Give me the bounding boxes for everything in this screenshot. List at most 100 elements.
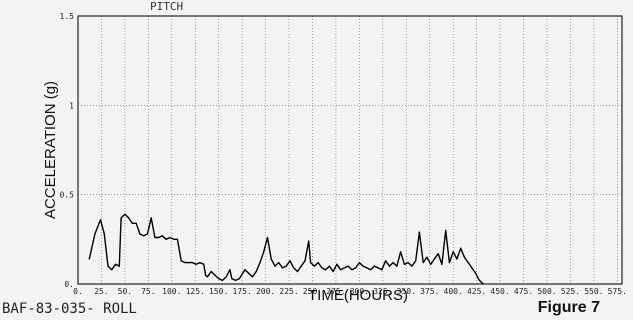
x-tick-label: 150. [209, 287, 228, 296]
x-tick-label: 575. [608, 287, 627, 296]
data-point [131, 222, 133, 224]
data-point [195, 263, 197, 265]
data-point [94, 233, 96, 235]
data-point [259, 261, 261, 264]
data-point [392, 261, 394, 264]
data-point [471, 267, 473, 269]
data-point [415, 260, 417, 262]
data-point [289, 260, 291, 262]
data-point [467, 261, 469, 264]
data-point [293, 267, 295, 269]
data-point [448, 261, 451, 264]
data-point [150, 217, 152, 219]
data-point [317, 261, 319, 264]
data-point [255, 270, 257, 273]
data-point [210, 270, 212, 273]
data-point [313, 265, 315, 267]
plot-frame [77, 15, 623, 285]
data-point [180, 260, 182, 262]
data-point [321, 267, 323, 269]
data-point [400, 251, 402, 253]
data-point [199, 261, 201, 264]
x-tick-label: 275. [326, 287, 345, 296]
data-point [188, 261, 190, 264]
data-point [310, 261, 312, 264]
data-point [441, 263, 443, 265]
x-tick-label: 525. [561, 287, 580, 296]
data-point [437, 253, 439, 255]
data-point [214, 274, 216, 276]
data-point [328, 265, 330, 267]
data-point [456, 258, 458, 260]
data-point [184, 261, 186, 264]
data-point [300, 265, 302, 267]
x-tick-label: 350. [397, 287, 416, 296]
data-point [88, 258, 90, 260]
data-point [221, 279, 224, 282]
data-point [120, 217, 122, 219]
data-point [385, 260, 387, 262]
data-point [351, 269, 353, 271]
data-point [173, 238, 175, 240]
x-tick-label: 0. [73, 287, 83, 296]
data-point [165, 238, 167, 240]
figure-label: Figure 7 [538, 299, 600, 316]
y-axis-title: ACCELERATION (g) [42, 81, 59, 219]
data-point [336, 263, 338, 265]
y-tick-label: 1 [69, 101, 74, 110]
data-point [433, 258, 436, 260]
x-tick-label: 225. [279, 287, 298, 296]
data-point [203, 263, 205, 265]
data-point [128, 217, 130, 219]
x-tick-label: 125. [186, 287, 205, 296]
data-point [445, 229, 447, 231]
data-point [263, 251, 265, 253]
data-point [426, 256, 428, 258]
data-point [218, 278, 220, 280]
x-tick-label: 550. [584, 287, 603, 296]
data-point [278, 261, 280, 264]
series-line [88, 213, 484, 285]
data-point [244, 269, 246, 271]
data-point [308, 240, 310, 242]
data-point [135, 222, 137, 224]
data-point [373, 265, 375, 267]
data-point [422, 261, 424, 264]
data-point [204, 274, 207, 276]
data-point [340, 269, 342, 271]
data-point [176, 238, 179, 240]
data-point [285, 265, 287, 267]
data-point [281, 267, 284, 269]
data-point [191, 261, 194, 264]
data-point [463, 256, 466, 258]
data-point [358, 261, 360, 264]
data-point [418, 231, 421, 233]
data-point [146, 233, 149, 235]
data-points [88, 213, 484, 285]
x-axis-ticks: 0. 25. 50. 75. 100. 125. 150. 175. 200. 225. 250. 2… [73, 287, 627, 296]
x-tick-label: 400. [444, 287, 463, 296]
x-tick-label: 200. [256, 287, 275, 296]
data-point [325, 269, 327, 271]
y-tick-label: 0.5 [60, 191, 75, 200]
data-point [411, 265, 413, 267]
y-axis-ticks: 0. 0.5 1 1.5 [60, 12, 75, 289]
data-point [430, 263, 432, 265]
data-point [158, 236, 160, 239]
x-tick-label: 75. [141, 287, 155, 296]
data-point [231, 278, 233, 280]
data-point [238, 278, 240, 280]
x-tick-label: 50. [118, 287, 132, 296]
data-point [114, 263, 117, 265]
data-point [107, 265, 109, 267]
data-point [452, 251, 454, 253]
header-text: PITCH [150, 0, 183, 13]
data-point [388, 265, 390, 267]
x-tick-label: 175. [233, 287, 252, 296]
data-point [139, 233, 141, 235]
data-point [407, 261, 409, 264]
x-tick-label: 475. [514, 287, 533, 296]
data-point [366, 267, 368, 269]
data-point [274, 265, 276, 267]
